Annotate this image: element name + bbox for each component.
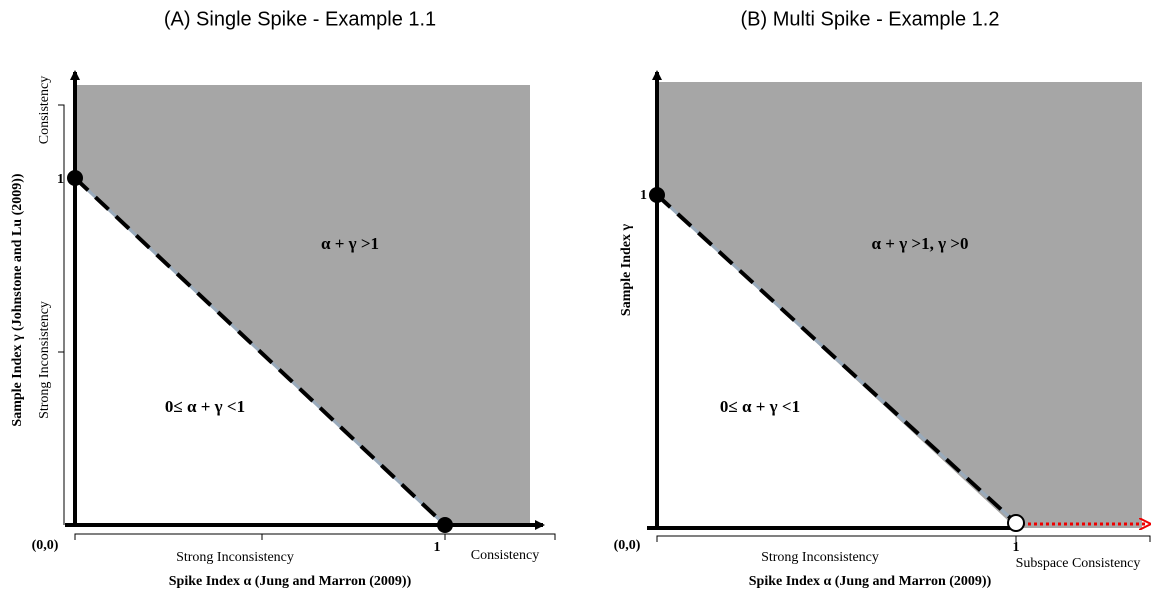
range-label: Consistency	[471, 548, 539, 563]
tick-label: 1	[57, 172, 64, 187]
point-open	[1007, 514, 1025, 532]
range-label: Strong Inconsistency	[761, 550, 879, 565]
panel-a: (A) Single Spike - Example 1.1 α + γ >1 …	[10, 8, 556, 589]
y-bracket	[58, 104, 65, 525]
panel-b: (B) Multi Spike - Example 1.2 α + γ >1, …	[614, 8, 1150, 589]
point	[649, 187, 665, 203]
region-label: 0≤ α + γ <1	[165, 397, 245, 416]
region	[657, 82, 1142, 528]
point	[67, 170, 83, 186]
range-label: Strong Inconsistency	[176, 550, 294, 565]
tick-label: 1	[1013, 540, 1020, 555]
tick-label: 1	[640, 188, 647, 203]
axis-label: Spike Index α (Jung and Marron (2009))	[749, 574, 992, 589]
origin-label: (0,0)	[614, 538, 641, 553]
x-bracket	[656, 535, 1151, 542]
region-label: α + γ >1, γ >0	[872, 234, 969, 253]
range-label: Consistency	[37, 76, 52, 144]
tick-label: 1	[434, 540, 441, 555]
region-label: 0≤ α + γ <1	[720, 397, 800, 416]
point	[437, 517, 453, 533]
range-label: Strong Inconsistency	[37, 301, 52, 419]
origin-label: (0,0)	[32, 538, 59, 553]
boundary-dash	[73, 176, 447, 527]
region	[75, 85, 530, 525]
axis-label: Sample Index γ (Johnstone and Lu (2009))	[10, 173, 25, 426]
region-label: α + γ >1	[321, 234, 379, 253]
axis-label: Spike Index α (Jung and Marron (2009))	[169, 574, 412, 589]
axis-label: Sample Index γ	[619, 223, 634, 316]
x-bracket	[74, 533, 556, 540]
title: (B) Multi Spike - Example 1.2	[741, 8, 1000, 30]
title: (A) Single Spike - Example 1.1	[164, 8, 436, 30]
boundary-dash	[655, 193, 1018, 525]
range-label: Subspace Consistency	[1016, 556, 1141, 571]
